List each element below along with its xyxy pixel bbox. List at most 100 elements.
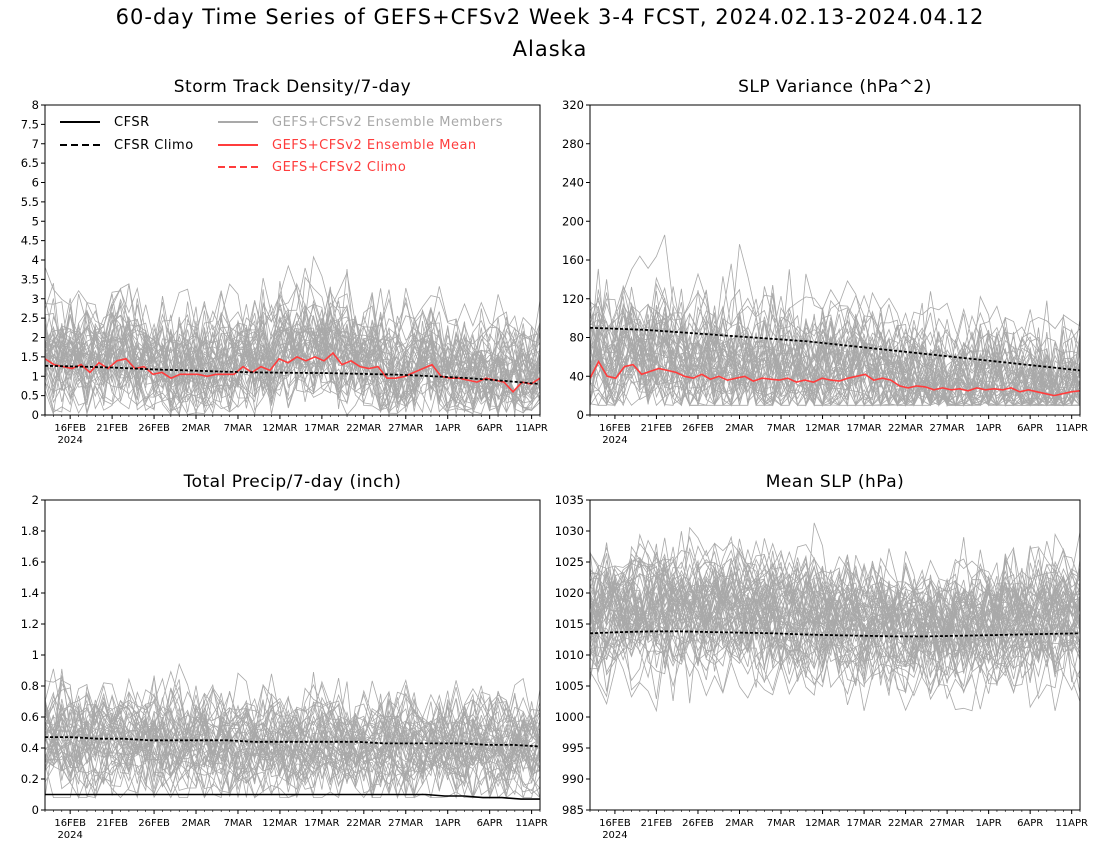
y-tick-label: 0.2 [21,772,39,786]
ensemble-member-line [45,320,540,414]
ensemble-member-line [45,734,540,800]
x-tick-label: 26FEB [682,818,714,829]
ensemble-member-line [590,579,1080,676]
x-tick-label: 1APR [976,818,1002,829]
y-tick-label: 1 [32,648,39,662]
ensemble-member-line [590,279,1080,388]
x-tick-label: 21FEB [641,423,673,434]
x-tick-label: 2MAR [725,818,754,829]
x-tick-label: 7MAR [767,818,796,829]
x-tick-label: 11APR [515,423,548,434]
legend: CFSR CFSR Climo GEFS+CFSv2 Ensemble Member… [60,115,502,175]
y-tick-label: 1.2 [21,617,39,631]
x-tick-label: 6APR [1017,423,1043,434]
ensemble-member-line [45,717,540,800]
legend-label: GEFS+CFSv2 Ensemble Mean [272,138,477,153]
x-tick-label: 12MAR [805,818,840,829]
y-tick-label: 3 [32,292,39,306]
panel-2: SLP Variance (hPa^2) 0 40 80 120 160 200 240 280… [562,77,1088,446]
ensemble-member-line [590,346,1080,407]
y-tick-label: 0.4 [21,741,39,755]
legend-ens-mean: GEFS+CFSv2 Ensemble Mean [218,138,477,153]
ensemble-members [45,662,540,800]
ensemble-member-line [45,289,540,401]
ensemble-member-line [45,677,540,759]
x-year-label: 2024 [57,435,82,446]
x-tick-label: 21FEB [641,818,673,829]
x-tick-label: 26FEB [138,818,170,829]
ensemble-members [590,522,1080,713]
x-tick-label: 2MAR [182,423,211,434]
ensemble-member-line [45,692,540,786]
ensemble-member-line [45,702,540,791]
y-tick-label: 7.5 [21,117,39,131]
x-tick-label: 2MAR [182,818,211,829]
climo-line [590,326,1080,372]
ensemble-members [590,234,1080,407]
y-tick-label: 80 [569,331,584,345]
x-tick-label: 11APR [1055,818,1088,829]
y-tick-label: 4 [32,253,39,267]
ensemble-members [45,255,540,415]
ensemble-member-line [590,557,1080,654]
y-tick-label: 1000 [555,710,584,724]
x-tick-label: 21FEB [96,423,128,434]
x-tick-label: 22MAR [346,423,381,434]
ensemble-member-line [590,556,1080,634]
y-tick-label: 2 [32,493,39,507]
ensemble-member-line [590,305,1080,407]
y-tick-label: 240 [562,176,584,190]
x-tick-label: 16FEB [54,423,86,434]
ensemble-member-line [45,703,540,789]
y-tick-label: 1.4 [21,586,39,600]
legend-cfsr: CFSR [60,115,149,130]
y-tick-label: 320 [562,98,584,112]
y-tick-label: 4.5 [21,234,39,248]
y-tick-label: 985 [562,803,584,817]
y-tick-label: 0.8 [21,679,39,693]
legend-gefs-climo: GEFS+CFSv2 Climo [218,160,406,175]
ensemble-member-line [45,295,540,411]
ensemble-member-line [590,302,1080,407]
x-tick-label: 12MAR [805,423,840,434]
x-tick-label: 17MAR [304,423,339,434]
y-tick-label: 5.5 [21,195,39,209]
x-tick-label: 17MAR [304,818,339,829]
ensemble-member-line [45,701,540,798]
ensemble-member-line [45,706,540,784]
ensemble-member-line [45,679,540,755]
plot-area [590,522,1080,713]
ensemble-member-line [590,304,1080,407]
ensemble-member-line [590,276,1080,388]
y-tick-label: 0.5 [21,389,39,403]
x-tick-label: 26FEB [682,423,714,434]
ensemble-member-line [590,542,1080,631]
x-tick-label: 17MAR [846,423,881,434]
y-tick-label: 1030 [555,524,584,538]
ensemble-member-line [45,309,540,413]
cfsr-line [45,793,540,800]
ensemble-member-line [590,568,1080,649]
ensemble-mean-line [590,360,1080,397]
panel-title: Mean SLP (hPa) [766,472,905,492]
x-tick-label: 16FEB [599,423,631,434]
y-tick-label: 1.6 [21,555,39,569]
panel-title: Storm Track Density/7-day [174,77,411,97]
ensemble-member-line [590,307,1080,407]
y-tick-label: 995 [562,741,584,755]
x-tick-label: 27MAR [930,818,965,829]
figure-subtitle: Alaska [512,37,588,61]
ensemble-member-line [45,267,540,366]
x-tick-label: 6APR [1017,818,1043,829]
x-tick-label: 27MAR [388,818,423,829]
y-tick-label: 1020 [555,586,584,600]
x-tick-label: 22MAR [888,423,923,434]
climo-line [590,630,1080,638]
legend-label: CFSR Climo [114,138,194,153]
legend-members: GEFS+CFSv2 Ensemble Members [218,115,502,130]
panel-title: Total Precip/7-day (inch) [183,472,402,492]
x-tick-label: 22MAR [888,818,923,829]
panel-1: Storm Track Density/7-day 0 0.5 1 1.5 2 2.5 3 3.… [21,77,548,446]
x-tick-label: 17MAR [846,818,881,829]
y-tick-label: 7 [32,137,39,151]
